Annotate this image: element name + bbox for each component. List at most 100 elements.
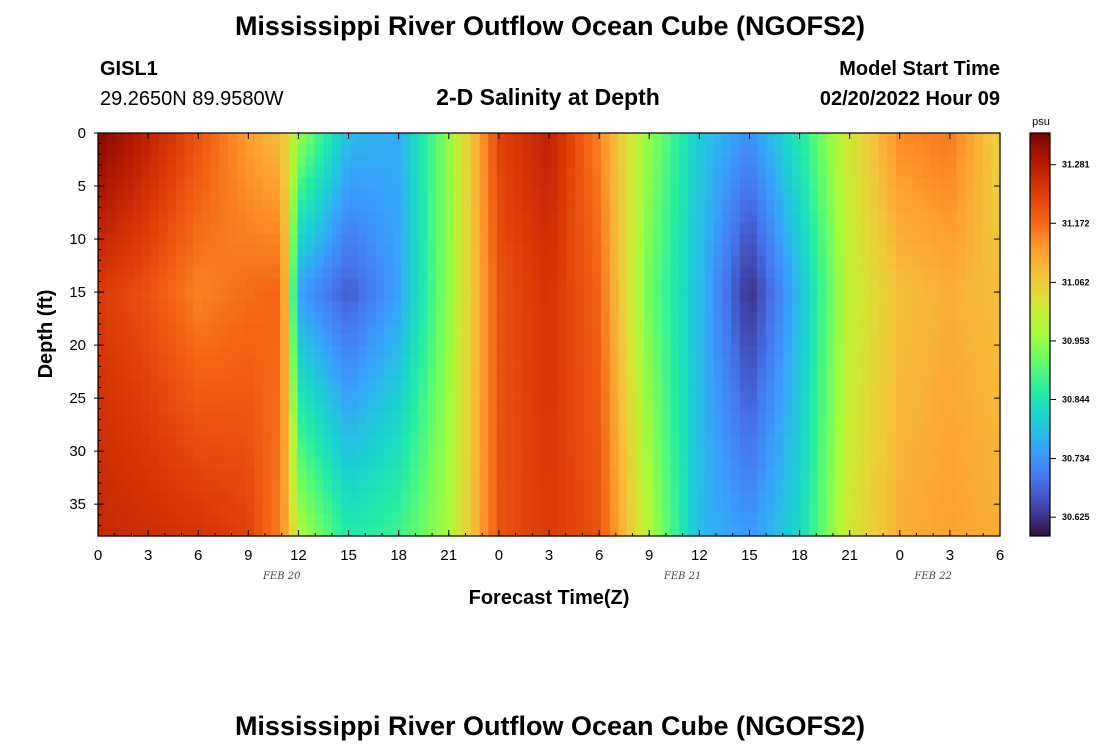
heatmap-cell xyxy=(306,323,316,336)
heatmap-cell xyxy=(947,166,958,179)
heatmap-cell xyxy=(887,222,897,235)
heatmap-cell xyxy=(739,323,750,336)
heatmap-cell xyxy=(540,144,550,156)
heatmap-cell xyxy=(436,412,446,425)
heatmap-cell xyxy=(340,200,351,212)
heatmap-cell xyxy=(392,424,403,436)
heatmap-cell xyxy=(202,379,212,392)
heatmap-cell xyxy=(210,244,221,257)
heatmap-cell xyxy=(869,412,880,425)
heatmap-cell xyxy=(592,256,602,268)
heatmap-cell xyxy=(444,435,455,448)
heatmap-cell xyxy=(410,133,420,145)
heatmap-cell xyxy=(583,177,593,190)
heatmap-cell xyxy=(887,289,897,302)
heatmap-cell xyxy=(236,390,247,403)
heatmap-cell xyxy=(514,289,524,302)
heatmap-cell xyxy=(609,435,619,448)
heatmap-cell xyxy=(739,513,750,526)
heatmap-cell xyxy=(817,356,828,369)
heatmap-cell xyxy=(575,233,585,246)
heatmap-cell xyxy=(522,524,533,537)
heatmap-cell xyxy=(748,435,758,448)
heatmap-cell xyxy=(592,144,602,156)
heatmap-cell xyxy=(236,446,247,459)
heatmap-cell xyxy=(783,356,793,369)
heatmap-cell xyxy=(618,312,628,324)
heatmap-cell xyxy=(549,513,559,526)
heatmap-cell xyxy=(306,312,316,324)
heatmap-cell xyxy=(748,480,758,492)
heatmap-cell xyxy=(505,468,515,481)
heatmap-cell xyxy=(635,502,645,515)
heatmap-cell xyxy=(158,356,168,369)
heatmap-cell xyxy=(280,222,290,235)
heatmap-cell xyxy=(479,166,489,179)
heatmap-cell xyxy=(549,379,559,392)
heatmap-cell xyxy=(670,133,680,145)
heatmap-cell xyxy=(262,222,273,235)
heatmap-cell xyxy=(254,368,264,380)
heatmap-cell xyxy=(271,289,281,302)
heatmap-cell xyxy=(306,379,316,392)
heatmap-cell xyxy=(262,401,273,414)
heatmap-cell xyxy=(470,468,481,481)
heatmap-cell xyxy=(470,233,481,246)
heatmap-cell xyxy=(254,502,264,515)
heatmap-cell xyxy=(601,368,611,380)
heatmap-cell xyxy=(202,401,212,414)
heatmap-cell xyxy=(696,468,706,481)
heatmap-cell xyxy=(774,502,784,515)
heatmap-cell xyxy=(722,524,732,537)
heatmap-cell xyxy=(661,491,672,504)
heatmap-cell xyxy=(817,323,828,336)
heatmap-cell xyxy=(418,256,429,268)
heatmap-cell xyxy=(618,278,628,291)
heatmap-cell xyxy=(748,345,758,358)
heatmap-cell xyxy=(288,524,299,537)
heatmap-cell xyxy=(549,468,559,481)
heatmap-cell xyxy=(314,144,325,156)
heatmap-cell xyxy=(375,278,385,291)
heatmap-cell xyxy=(861,524,871,537)
heatmap-cell xyxy=(904,491,914,504)
heatmap-cell xyxy=(488,256,498,268)
heatmap-cell xyxy=(904,211,914,224)
heatmap-cell xyxy=(705,446,715,459)
heatmap-cell xyxy=(514,513,524,526)
heatmap-cell xyxy=(861,300,871,313)
heatmap-cell xyxy=(583,379,593,392)
heatmap-cell xyxy=(722,211,732,224)
heatmap-cell xyxy=(705,457,715,470)
heatmap-cell xyxy=(878,244,888,257)
heatmap-cell xyxy=(332,289,342,302)
heatmap-cell xyxy=(176,356,186,369)
heatmap-cell xyxy=(219,334,229,347)
heatmap-cell xyxy=(653,345,663,358)
heatmap-cell xyxy=(297,188,307,201)
heatmap-cell xyxy=(583,401,593,414)
heatmap-cell xyxy=(167,524,177,537)
heatmap-cell xyxy=(557,435,567,448)
heatmap-cell xyxy=(843,312,854,324)
heatmap-cell xyxy=(869,233,880,246)
heatmap-cell xyxy=(124,177,134,190)
heatmap-cell xyxy=(661,312,672,324)
heatmap-cell xyxy=(496,144,507,156)
heatmap-cell xyxy=(132,144,142,156)
heatmap-cell xyxy=(505,457,515,470)
heatmap-cell xyxy=(193,323,203,336)
heatmap-cell xyxy=(965,401,975,414)
heatmap-cell xyxy=(826,144,836,156)
heatmap-cell xyxy=(488,233,498,246)
heatmap-cell xyxy=(193,401,203,414)
heatmap-cell xyxy=(184,188,194,201)
heatmap-cell xyxy=(176,222,186,235)
heatmap-cell xyxy=(297,412,307,425)
heatmap-cell xyxy=(436,166,446,179)
heatmap-cell xyxy=(158,200,168,212)
heatmap-cell xyxy=(392,312,403,324)
heatmap-cell xyxy=(184,379,194,392)
heatmap-cell xyxy=(800,144,810,156)
heatmap-cell xyxy=(427,412,437,425)
